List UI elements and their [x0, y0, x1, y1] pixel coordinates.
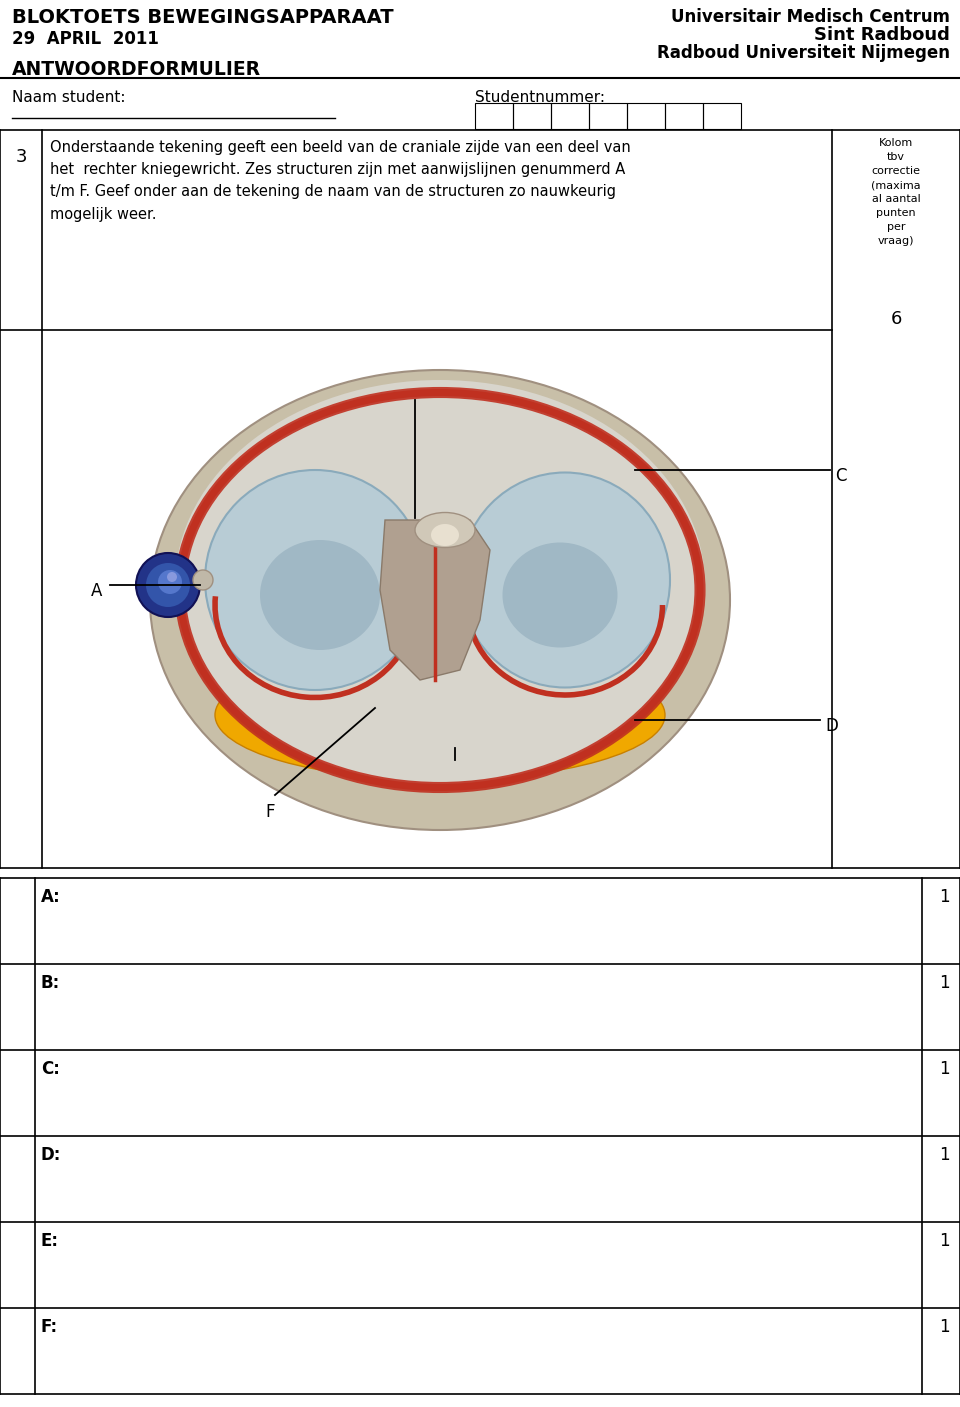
- Ellipse shape: [605, 522, 665, 577]
- Ellipse shape: [215, 650, 665, 779]
- Ellipse shape: [431, 523, 459, 546]
- Ellipse shape: [210, 525, 290, 595]
- Bar: [665, 103, 703, 129]
- Text: Universitair Medisch Centrum: Universitair Medisch Centrum: [671, 8, 950, 25]
- Text: F: F: [265, 803, 275, 822]
- Text: F:: F:: [41, 1318, 59, 1337]
- Ellipse shape: [175, 380, 705, 789]
- Text: 1: 1: [940, 1318, 950, 1337]
- Bar: [513, 103, 551, 129]
- Text: B:: B:: [41, 974, 60, 992]
- Ellipse shape: [415, 512, 475, 547]
- Text: BLOKTOETS BEWEGINGSAPPARAAT: BLOKTOETS BEWEGINGSAPPARAAT: [12, 8, 394, 27]
- Text: 1: 1: [940, 1145, 950, 1164]
- Text: Radboud Universiteit Nijmegen: Radboud Universiteit Nijmegen: [657, 44, 950, 62]
- Bar: [703, 103, 741, 129]
- Text: ANTWOORDFORMULIER: ANTWOORDFORMULIER: [12, 61, 261, 79]
- Bar: [551, 103, 589, 129]
- Circle shape: [167, 573, 177, 582]
- Bar: [627, 103, 665, 129]
- Text: A:: A:: [41, 888, 60, 906]
- Text: 6: 6: [890, 310, 901, 328]
- Text: 1: 1: [940, 1233, 950, 1249]
- Text: 1: 1: [940, 974, 950, 992]
- Text: 1: 1: [940, 888, 950, 906]
- Polygon shape: [380, 521, 490, 680]
- Text: A: A: [90, 582, 102, 599]
- Text: Onderstaande tekening geeft een beeld van de craniale zijde van een deel van
het: Onderstaande tekening geeft een beeld va…: [50, 141, 631, 221]
- Ellipse shape: [150, 370, 730, 830]
- Bar: [475, 103, 513, 129]
- Circle shape: [193, 570, 213, 590]
- Text: E: E: [450, 768, 460, 787]
- Text: C: C: [835, 467, 847, 485]
- Ellipse shape: [460, 473, 670, 688]
- Text: Kolom
tbv
correctie
(maxima
al aantal
punten
per
vraag): Kolom tbv correctie (maxima al aantal pu…: [871, 138, 921, 246]
- Bar: [589, 103, 627, 129]
- Text: D: D: [825, 718, 838, 734]
- Text: B: B: [415, 387, 425, 405]
- Text: C:: C:: [41, 1059, 60, 1078]
- Circle shape: [146, 563, 190, 606]
- Circle shape: [136, 553, 200, 618]
- Ellipse shape: [502, 543, 617, 647]
- Text: 29  APRIL  2011: 29 APRIL 2011: [12, 30, 158, 48]
- Ellipse shape: [205, 470, 425, 689]
- Text: Studentnummer:: Studentnummer:: [475, 90, 605, 106]
- Text: 1: 1: [940, 1059, 950, 1078]
- Circle shape: [158, 570, 182, 594]
- Text: Sint Radboud: Sint Radboud: [814, 25, 950, 44]
- Text: Naam student:: Naam student:: [12, 90, 126, 106]
- Text: E:: E:: [41, 1233, 59, 1249]
- Ellipse shape: [260, 540, 380, 650]
- Text: D:: D:: [41, 1145, 61, 1164]
- Text: 3: 3: [15, 148, 27, 166]
